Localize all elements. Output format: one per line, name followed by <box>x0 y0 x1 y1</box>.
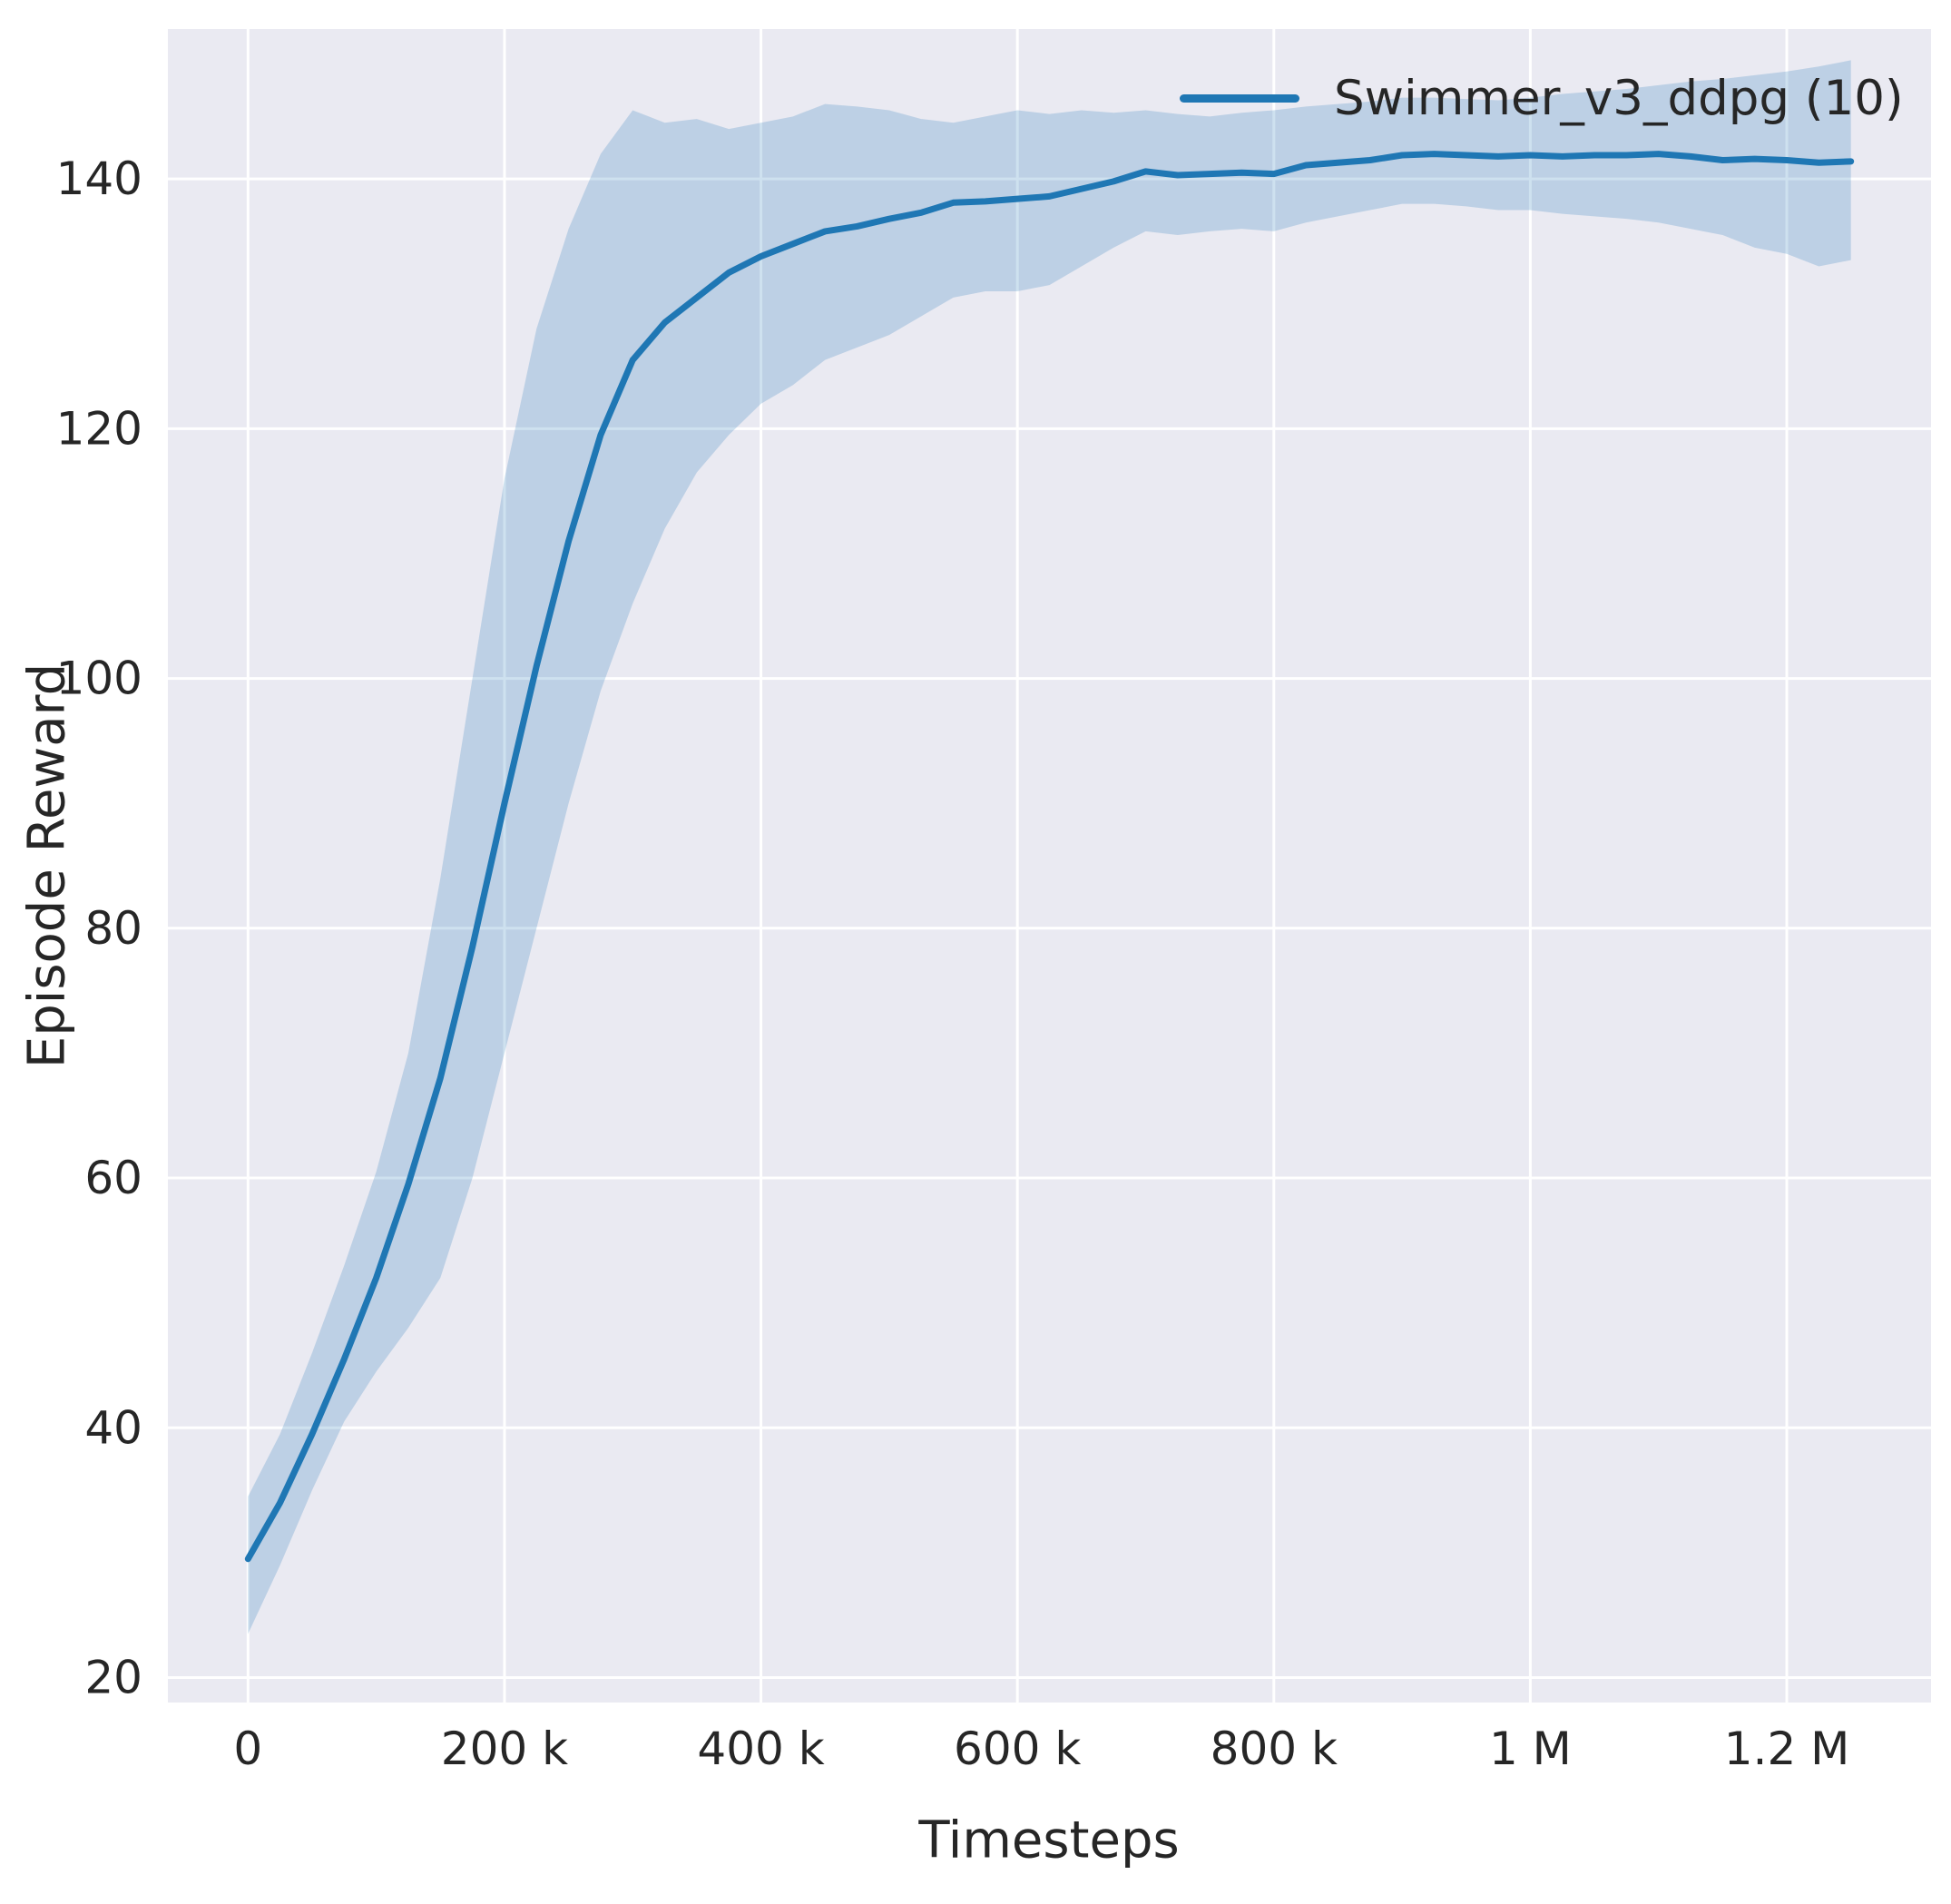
legend-line-swatch <box>1180 94 1299 103</box>
legend-entry-label: Swimmer_v3_ddpg (10) <box>1334 71 1904 126</box>
x-tick-label: 200 k <box>441 1722 568 1775</box>
y-tick-label: 100 <box>56 653 142 705</box>
y-tick-label: 60 <box>84 1152 142 1204</box>
y-tick-label: 40 <box>84 1401 142 1454</box>
x-tick-label: 1 M <box>1489 1722 1572 1775</box>
y-axis-label: Episode Reward <box>17 662 77 1069</box>
y-tick-label: 120 <box>56 402 142 455</box>
y-tick-label: 20 <box>84 1651 142 1703</box>
x-tick-label: 600 k <box>954 1722 1081 1775</box>
x-tick-label: 1.2 M <box>1724 1722 1850 1775</box>
x-tick-label: 400 k <box>697 1722 824 1775</box>
x-tick-label: 0 <box>233 1722 262 1775</box>
x-axis-label: Timesteps <box>918 1811 1180 1870</box>
x-tick-label: 800 k <box>1211 1722 1338 1775</box>
y-tick-label: 80 <box>84 902 142 955</box>
legend: Swimmer_v3_ddpg (10) <box>1180 71 1904 126</box>
mean-line <box>244 151 1855 1563</box>
plot-area <box>168 29 1931 1703</box>
confidence-band <box>248 60 1851 1634</box>
y-tick-label: 140 <box>56 152 142 205</box>
